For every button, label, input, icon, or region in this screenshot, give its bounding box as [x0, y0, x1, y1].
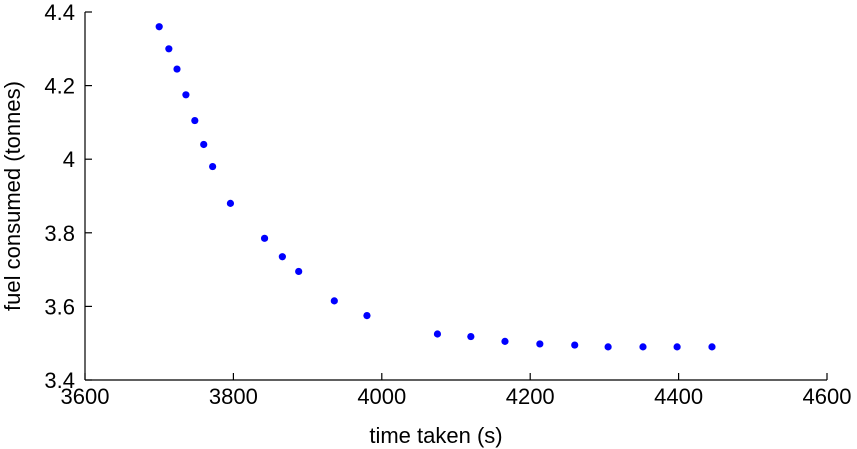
data-point	[708, 343, 716, 351]
data-point	[536, 340, 544, 348]
data-point	[604, 343, 612, 351]
data-point	[363, 312, 371, 320]
y-axis-label: fuel consumed (tonnes)	[0, 81, 25, 311]
y-tick-label: 3.8	[44, 221, 75, 246]
x-tick-label: 4400	[654, 384, 703, 409]
data-point	[501, 337, 509, 345]
x-tick-label: 3600	[61, 384, 110, 409]
data-point	[295, 267, 303, 276]
data-point	[191, 116, 199, 125]
y-axis: 3.4 3.6 3.8 4 4.2 4.4	[44, 0, 92, 393]
data-point	[200, 140, 208, 149]
plot-area	[84, 12, 827, 381]
data-point	[639, 343, 647, 351]
y-tick-label: 4.2	[44, 74, 75, 99]
data-point	[182, 91, 190, 99]
data-point	[278, 253, 286, 261]
x-tick-label: 4200	[506, 384, 555, 409]
data-point	[226, 199, 235, 207]
data-point	[467, 332, 475, 341]
data-point	[571, 341, 579, 349]
x-tick-label: 4000	[357, 384, 406, 409]
data-point	[209, 162, 217, 171]
data-point	[165, 45, 173, 53]
y-tick-label: 3.4	[44, 368, 75, 393]
data-point	[260, 234, 269, 242]
x-tick-label: 4600	[803, 384, 852, 409]
data-point	[433, 330, 442, 338]
y-tick-label: 4.4	[44, 0, 75, 25]
data-point	[673, 343, 681, 351]
x-tick-label: 3800	[209, 384, 258, 409]
y-tick-label: 4	[63, 147, 75, 172]
data-point	[173, 65, 181, 73]
y-tick-label: 3.6	[44, 294, 75, 319]
data-point	[155, 23, 163, 31]
data-point	[330, 297, 338, 305]
x-axis-label: time taken (s)	[369, 423, 502, 448]
data-points	[155, 23, 716, 351]
x-axis: 3600 3800 4000 4200 4400 4600	[61, 373, 852, 409]
